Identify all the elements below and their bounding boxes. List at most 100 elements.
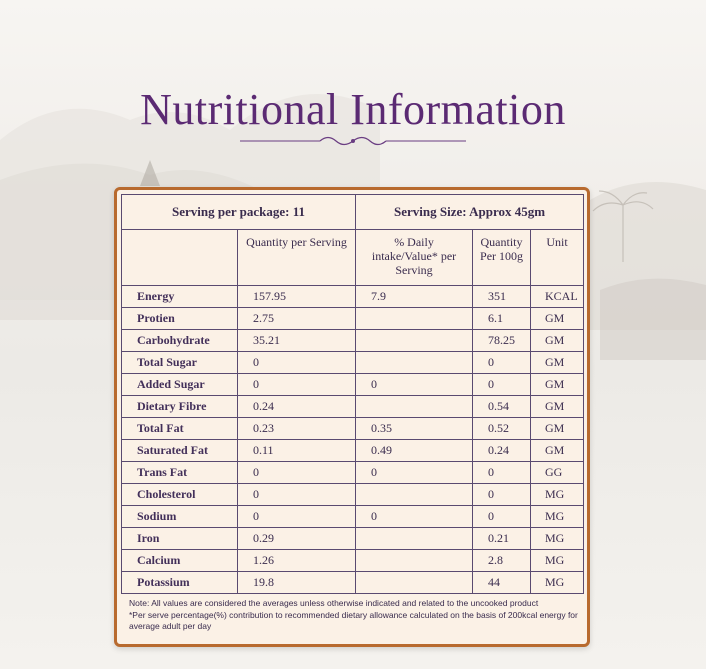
quantity-per-100g: 0.21 (472, 527, 532, 550)
quantity-per-serving: 0 (236, 505, 357, 528)
daily-intake: 0 (355, 461, 474, 484)
quantity-per-serving: 1.26 (236, 549, 357, 572)
daily-intake (355, 483, 474, 506)
nutrient-name: Protien (121, 307, 238, 330)
nutrient-name: Dietary Fibre (121, 395, 238, 418)
nutrient-name: Added Sugar (121, 373, 238, 396)
nutrient-name: Saturated Fat (121, 439, 238, 462)
table-row: Total Sugar 0 0 GM (121, 351, 585, 374)
table-row: Dietary Fibre 0.24 0.54 GM (121, 395, 585, 418)
quantity-per-serving: 0.24 (236, 395, 357, 418)
header-nutrient (121, 229, 238, 286)
quantity-per-100g: 0 (472, 505, 532, 528)
quantity-per-100g: 0.52 (472, 417, 532, 440)
daily-intake (355, 395, 474, 418)
table-row: Total Fat 0.23 0.35 0.52 GM (121, 417, 585, 440)
table-row: Cholesterol 0 0 MG (121, 483, 585, 506)
unit: MG (530, 527, 585, 550)
table-row: Added Sugar 0 0 0 GM (121, 373, 585, 396)
nutrition-table: Serving per package: 11 Serving Size: Ap… (120, 194, 585, 594)
table-row: Iron 0.29 0.21 MG (121, 527, 585, 550)
table-row: Protien 2.75 6.1 GM (121, 307, 585, 330)
header-quantity-per-serving: Quantity per Serving (236, 229, 357, 286)
quantity-per-serving: 0 (236, 351, 357, 374)
table-row: Trans Fat 0 0 0 GG (121, 461, 585, 484)
quantity-per-serving: 35.21 (236, 329, 357, 352)
quantity-per-serving: 0.11 (236, 439, 357, 462)
daily-intake (355, 527, 474, 550)
table-row: Sodium 0 0 0 MG (121, 505, 585, 528)
unit: GM (530, 351, 585, 374)
unit: MG (530, 483, 585, 506)
serving-per-package: Serving per package: 11 (120, 194, 357, 230)
table-row: Potassium 19.8 44 MG (121, 571, 585, 594)
daily-intake: 0.35 (355, 417, 474, 440)
nutrient-name: Sodium (121, 505, 238, 528)
title-flourish-ornament (240, 136, 466, 146)
unit: GG (530, 461, 585, 484)
quantity-per-100g: 351 (472, 285, 532, 308)
daily-intake: 0.49 (355, 439, 474, 462)
table-row: Saturated Fat 0.11 0.49 0.24 GM (121, 439, 585, 462)
table-header: Quantity per Serving % Daily intake/Valu… (121, 229, 585, 286)
quantity-per-100g: 0 (472, 483, 532, 506)
serving-size: Serving Size: Approx 45gm (355, 194, 585, 230)
quantity-per-100g: 6.1 (472, 307, 532, 330)
table-row: Energy 157.95 7.9 351 KCAL (121, 285, 585, 308)
daily-intake (355, 549, 474, 572)
quantity-per-serving: 0.23 (236, 417, 357, 440)
daily-intake: 0 (355, 373, 474, 396)
nutrient-name: Energy (121, 285, 238, 308)
daily-intake (355, 329, 474, 352)
nutrition-panel: Serving per package: 11 Serving Size: Ap… (114, 187, 590, 647)
quantity-per-100g: 0.54 (472, 395, 532, 418)
unit: GM (530, 373, 585, 396)
page-title: Nutritional Information (140, 85, 566, 134)
quantity-per-serving: 0.29 (236, 527, 357, 550)
quantity-per-serving: 0 (236, 373, 357, 396)
quantity-per-serving: 0 (236, 483, 357, 506)
unit: MG (530, 571, 585, 594)
quantity-per-100g: 78.25 (472, 329, 532, 352)
daily-intake: 0 (355, 505, 474, 528)
quantity-per-100g: 0 (472, 373, 532, 396)
unit: MG (530, 505, 585, 528)
nutrient-name: Iron (121, 527, 238, 550)
unit: GM (530, 417, 585, 440)
unit: GM (530, 307, 585, 330)
quantity-per-serving: 19.8 (236, 571, 357, 594)
daily-intake (355, 307, 474, 330)
serving-row: Serving per package: 11 Serving Size: Ap… (120, 194, 585, 230)
nutrient-name: Total Fat (121, 417, 238, 440)
footnote-daily-value: *Per serve percentage(%) contribution to… (129, 610, 578, 631)
unit: MG (530, 549, 585, 572)
nutrient-name: Carbohydrate (121, 329, 238, 352)
daily-intake (355, 571, 474, 594)
quantity-per-100g: 44 (472, 571, 532, 594)
unit: GM (530, 329, 585, 352)
footnote: Note: All values are considered the aver… (129, 598, 581, 633)
quantity-per-100g: 0 (472, 351, 532, 374)
quantity-per-100g: 0.24 (472, 439, 532, 462)
quantity-per-100g: 2.8 (472, 549, 532, 572)
header-daily-intake: % Daily intake/Value* per Serving (355, 229, 474, 286)
nutrient-name: Trans Fat (121, 461, 238, 484)
unit: KCAL (530, 285, 585, 308)
daily-intake (355, 351, 474, 374)
nutrient-name: Cholesterol (121, 483, 238, 506)
quantity-per-serving: 2.75 (236, 307, 357, 330)
unit: GM (530, 395, 585, 418)
footnote-note: Note: All values are considered the aver… (129, 598, 539, 608)
daily-intake: 7.9 (355, 285, 474, 308)
nutrient-name: Potassium (121, 571, 238, 594)
quantity-per-100g: 0 (472, 461, 532, 484)
quantity-per-serving: 157.95 (236, 285, 357, 308)
header-unit: Unit (530, 229, 585, 286)
nutrient-rows: Energy 157.95 7.9 351 KCAL Protien 2.75 6.1 GM Ca… (121, 285, 585, 594)
unit: GM (530, 439, 585, 462)
header-quantity-per-100g: Quantity Per 100g (472, 229, 532, 286)
table-row: Calcium 1.26 2.8 MG (121, 549, 585, 572)
quantity-per-serving: 0 (236, 461, 357, 484)
table-row: Carbohydrate 35.21 78.25 GM (121, 329, 585, 352)
nutrient-name: Calcium (121, 549, 238, 572)
